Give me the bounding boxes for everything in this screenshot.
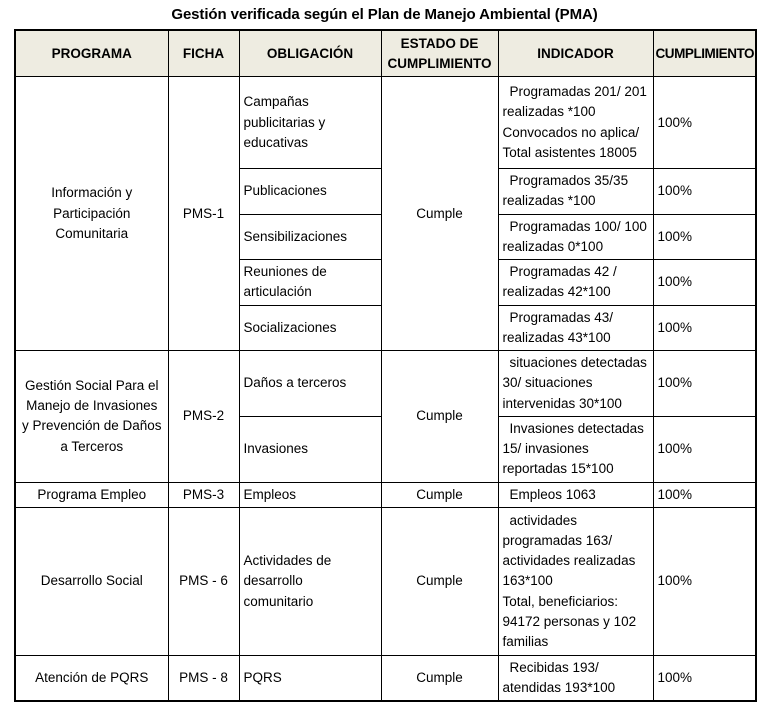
column-header-cumplimiento: CUMPLIMIENTO	[652, 29, 757, 78]
cell-programa: Información y Participación Comunitaria	[14, 76, 169, 352]
cell-obligacion: Invasiones	[238, 415, 382, 483]
header-row: PROGRAMA FICHA OBLIGACIÓN ESTADO DE CUMP…	[14, 29, 757, 78]
cell-ficha: PMS - 8	[167, 654, 240, 702]
column-header-obligacion: OBLIGACIÓN	[238, 29, 382, 78]
cell-obligacion: Campañas publicitarias y educativas	[238, 76, 382, 170]
table-row: Información y Participación Comunitaria …	[14, 76, 757, 352]
cell-cumplimiento: 100%	[652, 506, 757, 656]
cell-indicador: Programadas 42 / realizadas 42*100	[497, 259, 654, 306]
column-header-ficha: FICHA	[167, 29, 240, 78]
cell-ficha: PMS - 6	[167, 506, 240, 656]
cell-indicador: Programadas 43/ realizadas 43*100	[497, 304, 654, 352]
cell-obligacion: PQRS	[238, 654, 382, 702]
cell-cumplimiento: 100%	[652, 654, 757, 702]
cell-indicador: actividades programadas 163/ actividades…	[497, 506, 654, 656]
cell-indicador: situaciones detectadas 30/ situaciones i…	[497, 350, 654, 417]
cell-ficha: PMS-2	[167, 350, 240, 483]
cell-cumplimiento: 100%	[652, 350, 757, 417]
cell-obligacion: Publicaciones	[238, 168, 382, 215]
cell-programa: Desarrollo Social	[14, 506, 169, 656]
cell-ficha: PMS-3	[167, 481, 240, 508]
cell-estado: Cumple	[380, 76, 499, 352]
page-title: Gestión verificada según el Plan de Mane…	[171, 6, 598, 23]
cell-indicador: Programadas 100/ 100 realizadas 0*100	[497, 213, 654, 261]
column-header-programa: PROGRAMA	[14, 29, 169, 78]
cell-obligacion: Empleos	[238, 481, 382, 508]
cell-indicador: Recibidas 193/ atendidas 193*100	[497, 654, 654, 702]
table-row: Sensibilizaciones Programadas 100/ 100 r…	[15, 213, 757, 261]
cell-estado: Cumple	[380, 481, 499, 508]
cell-cumplimiento: 100%	[652, 259, 757, 306]
cell-cumplimiento: 100%	[652, 415, 757, 483]
cell-indicador: Programadas 201/ 201 realizadas *100 Con…	[497, 76, 654, 170]
cell-cumplimiento: 100%	[652, 213, 757, 261]
table-row: Socializaciones Programadas 43/ realizad…	[15, 304, 757, 352]
cell-estado: Cumple	[380, 654, 499, 702]
cell-cumplimiento: 100%	[652, 304, 757, 352]
table-row: Publicaciones Programados 35/35 realizad…	[15, 168, 757, 215]
cell-estado: Cumple	[380, 506, 499, 656]
cell-obligacion: Sensibilizaciones	[238, 213, 382, 261]
cell-cumplimiento: 100%	[652, 481, 757, 508]
cell-obligacion: Daños a terceros	[238, 350, 382, 417]
cell-indicador: Empleos 1063	[497, 481, 654, 508]
cell-obligacion: Actividades de desarrollo comunitario	[238, 506, 382, 656]
column-header-estado: ESTADO DE CUMPLIMIENTO	[380, 29, 499, 78]
cell-programa: Gestión Social Para el Manejo de Invasio…	[14, 350, 169, 483]
pma-compliance-table: PROGRAMA FICHA OBLIGACIÓN ESTADO DE CUMP…	[14, 29, 757, 702]
cell-indicador: Programados 35/35 realizadas *100	[497, 168, 654, 215]
cell-cumplimiento: 100%	[652, 76, 757, 170]
column-header-indicador: INDICADOR	[497, 29, 654, 78]
cell-ficha: PMS-1	[167, 76, 240, 352]
table-row: Atención de PQRS PMS - 8 PQRS Cumple Rec…	[14, 654, 757, 702]
table-row: Gestión Social Para el Manejo de Invasio…	[14, 350, 757, 483]
table-row: Desarrollo Social PMS - 6 Actividades de…	[14, 506, 757, 656]
table-row: Invasiones Invasiones detectadas 15/ inv…	[15, 415, 757, 483]
cell-obligacion: Socializaciones	[238, 304, 382, 352]
table-row: Reuniones de articulación Programadas 42…	[15, 259, 757, 306]
report-container: Gestión verificada según el Plan de Mane…	[14, 6, 757, 702]
cell-programa: Programa Empleo	[14, 481, 169, 508]
cell-cumplimiento: 100%	[652, 168, 757, 215]
table-row: Programa Empleo PMS-3 Empleos Cumple Emp…	[14, 481, 757, 508]
cell-obligacion: Reuniones de articulación	[238, 259, 382, 306]
cell-programa: Atención de PQRS	[14, 654, 169, 702]
cell-estado: Cumple	[380, 350, 499, 483]
cell-indicador: Invasiones detectadas 15/ invasiones rep…	[497, 415, 654, 483]
